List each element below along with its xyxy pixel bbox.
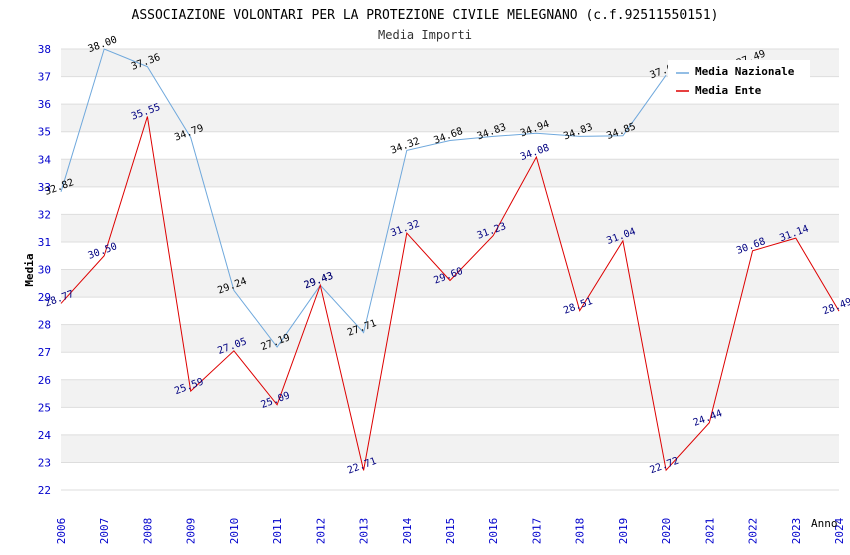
- y-tick-label: 37: [38, 71, 51, 84]
- x-tick-label: 2008: [141, 518, 154, 545]
- x-tick-label: 2012: [314, 518, 327, 545]
- y-tick-label: 38: [38, 43, 51, 56]
- x-tick-label: 2011: [271, 518, 284, 545]
- y-tick-label: 33: [38, 181, 51, 194]
- legend: Media Nazionale Media Ente: [668, 60, 810, 102]
- grid-band: [61, 352, 839, 380]
- grid-band: [61, 104, 839, 132]
- y-tick-label: 26: [38, 374, 51, 387]
- x-tick-label: 2010: [228, 518, 241, 545]
- grid-band: [61, 434, 839, 463]
- x-tick-label: 2016: [487, 518, 500, 545]
- y-tick-label: 32: [38, 208, 51, 221]
- series-line-media-ente: [60, 116, 840, 472]
- y-tick-label: 35: [38, 126, 51, 139]
- y-tick-label: 31: [38, 236, 51, 249]
- y-tick-label: 25: [38, 401, 51, 414]
- grid-band: [61, 214, 839, 242]
- x-tick-label: 2009: [185, 518, 198, 545]
- legend-box: [668, 60, 810, 102]
- legend-label-media-ente: Media Ente: [695, 84, 762, 97]
- chart-title: ASSOCIAZIONE VOLONTARI PER LA PROTEZIONE…: [132, 8, 719, 23]
- x-tick-label: 2024: [833, 517, 846, 544]
- grid-band: [61, 407, 839, 435]
- chart-subtitle: Media Importi: [378, 28, 472, 42]
- grid-band: [61, 159, 839, 187]
- grid-band: [61, 269, 839, 298]
- series-lines: [60, 48, 840, 472]
- grid-band: [61, 462, 839, 490]
- y-axis-ticks: 22 23 24 25 26 27 28 29 30 31 32 33 34 35 36 37 38: [38, 43, 52, 497]
- grid-band: [61, 297, 839, 325]
- y-tick-label: 36: [38, 98, 51, 111]
- y-tick-label: 22: [38, 484, 51, 497]
- legend-label-media-nazionale: Media Nazionale: [695, 65, 795, 78]
- x-tick-label: 2022: [747, 518, 760, 545]
- x-tick-label: 2014: [401, 517, 414, 544]
- grid-band: [61, 131, 839, 160]
- grid-band: [61, 186, 839, 215]
- y-tick-label: 28: [38, 319, 51, 332]
- y-tick-label: 34: [38, 153, 52, 166]
- x-tick-label: 2019: [617, 518, 630, 545]
- x-tick-label: 2018: [574, 518, 587, 545]
- y-tick-label: 27: [38, 346, 51, 359]
- x-tick-label: 2013: [358, 518, 371, 545]
- x-tick-label: 2021: [703, 518, 716, 545]
- x-tick-label: 2017: [530, 518, 543, 545]
- y-tick-label: 29: [38, 291, 51, 304]
- series-line-media-nazionale: [60, 48, 667, 348]
- y-tick-label: 24: [38, 429, 52, 442]
- x-axis-ticks: 2006 2007 2008 2009 2010 2011 2012 2013 2014 2015…: [55, 517, 846, 544]
- grid-band: [61, 241, 839, 270]
- grid-bands: [61, 48, 839, 491]
- y-tick-label: 30: [38, 264, 51, 277]
- x-tick-label: 2015: [444, 518, 457, 545]
- grid-band: [61, 324, 839, 353]
- x-tick-label: 2023: [790, 518, 803, 545]
- x-tick-label: 2007: [98, 518, 111, 545]
- x-axis-label: Anno: [811, 517, 838, 530]
- x-tick-label: 2006: [55, 518, 68, 545]
- y-tick-label: 23: [38, 456, 51, 469]
- y-axis-label: Media: [23, 253, 36, 286]
- x-tick-label: 2020: [660, 518, 673, 545]
- grid-band: [61, 379, 839, 408]
